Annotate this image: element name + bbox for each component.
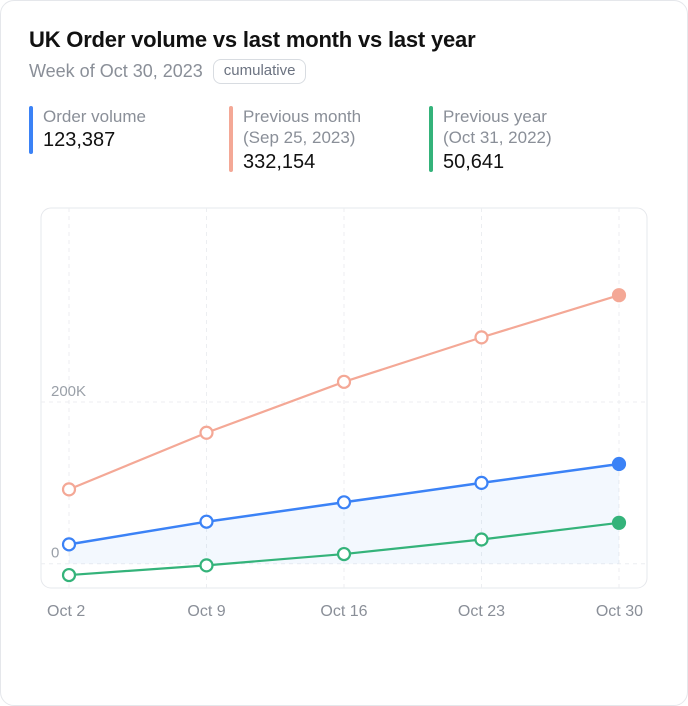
- card-title: UK Order volume vs last month vs last ye…: [29, 27, 659, 53]
- marker-previous_year: [201, 559, 213, 571]
- legend: Order volume 123,387 Previous month (Sep…: [29, 106, 659, 174]
- line-chart: 0 200K Oct 2 Oct 9 Oct 16 Oct 23 Oct 30: [29, 198, 659, 638]
- marker-previous_month: [613, 289, 625, 301]
- subtitle-row: Week of Oct 30, 2023 cumulative: [29, 59, 659, 84]
- marker-previous_month: [338, 375, 350, 387]
- x-tick-label: Oct 9: [187, 603, 225, 620]
- marker-previous_month: [201, 426, 213, 438]
- legend-item-previous-year: Previous year (Oct 31, 2022) 50,641: [429, 106, 599, 174]
- cumulative-badge: cumulative: [213, 59, 307, 84]
- legend-sublabel: (Sep 25, 2023): [243, 127, 361, 148]
- legend-sublabel: (Oct 31, 2022): [443, 127, 552, 148]
- legend-color-bar: [29, 106, 33, 154]
- legend-color-bar: [229, 106, 233, 172]
- legend-label: Order volume: [43, 106, 146, 127]
- card-subtitle: Week of Oct 30, 2023: [29, 61, 203, 82]
- marker-previous_year: [63, 569, 75, 581]
- legend-value: 332,154: [243, 151, 361, 174]
- chart-svg: 0 200K Oct 2 Oct 9 Oct 16 Oct 23 Oct 30: [29, 198, 659, 638]
- legend-label: Previous year: [443, 106, 552, 127]
- marker-previous_month: [476, 331, 488, 343]
- marker-order_volume: [338, 496, 350, 508]
- marker-order_volume: [201, 515, 213, 527]
- y-tick-label: 0: [51, 544, 59, 561]
- legend-value: 123,387: [43, 129, 146, 152]
- legend-label: Previous month: [243, 106, 361, 127]
- marker-order_volume: [63, 538, 75, 550]
- legend-item-previous-month: Previous month (Sep 25, 2023) 332,154: [229, 106, 399, 174]
- marker-previous_year: [338, 548, 350, 560]
- legend-color-bar: [429, 106, 433, 172]
- marker-previous_year: [613, 516, 625, 528]
- chart-card: UK Order volume vs last month vs last ye…: [0, 0, 688, 706]
- y-tick-label: 200K: [51, 383, 86, 400]
- x-tick-label: Oct 16: [320, 603, 367, 620]
- marker-previous_year: [476, 533, 488, 545]
- marker-order_volume: [613, 457, 625, 469]
- x-tick-label: Oct 30: [596, 603, 643, 620]
- legend-item-order-volume: Order volume 123,387: [29, 106, 199, 174]
- marker-previous_month: [63, 483, 75, 495]
- legend-value: 50,641: [443, 151, 552, 174]
- marker-order_volume: [476, 476, 488, 488]
- x-tick-label: Oct 2: [47, 603, 85, 620]
- x-tick-label: Oct 23: [458, 603, 505, 620]
